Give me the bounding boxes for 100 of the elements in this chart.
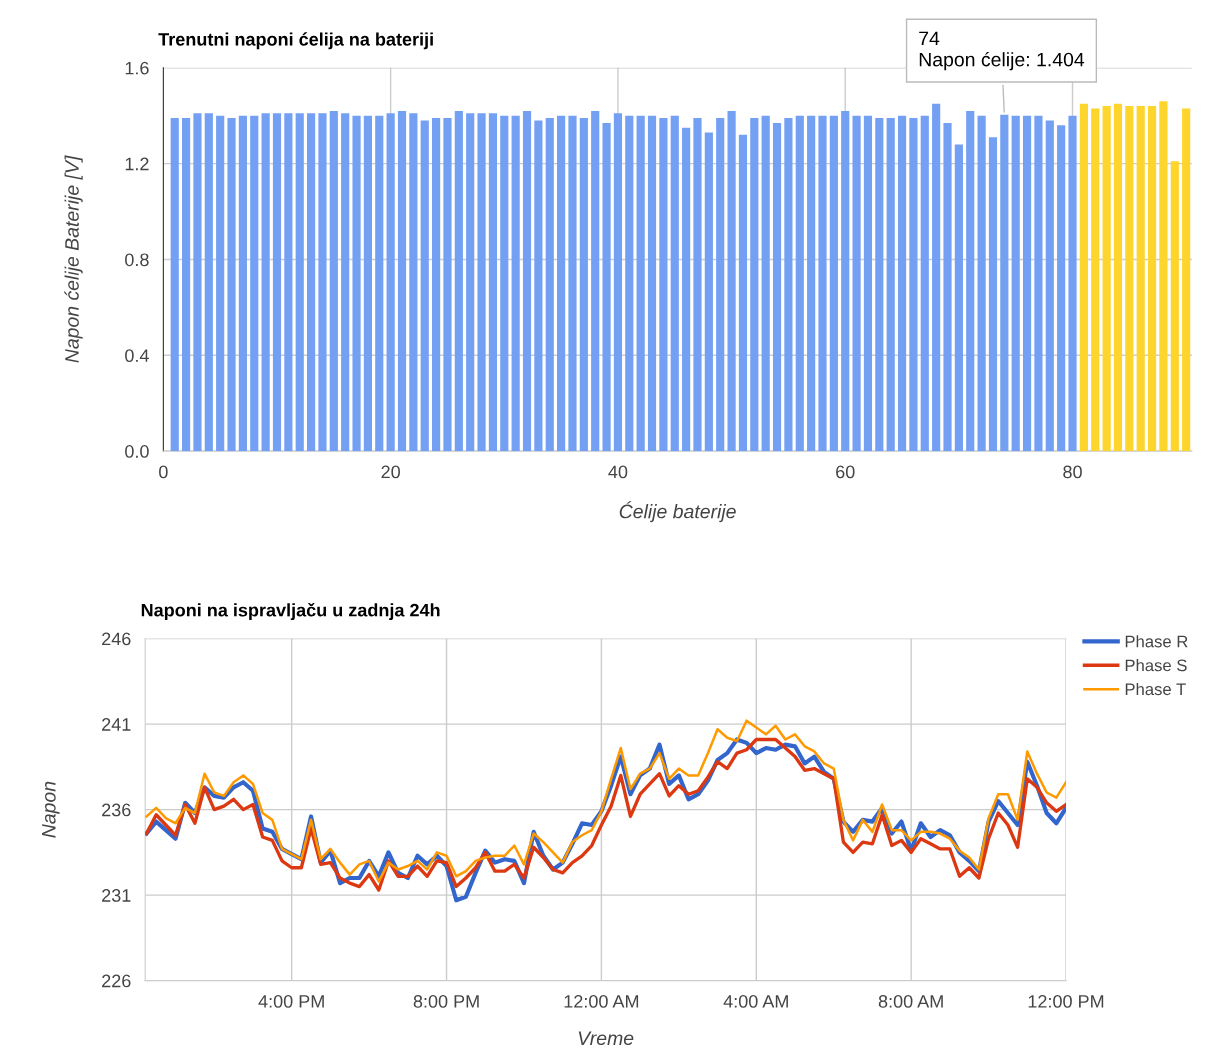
bar [454,110,463,452]
x-tick-label: 60 [836,465,855,479]
bar [761,115,770,452]
bar [704,132,713,452]
y-tick-label: 0.8 [125,253,149,267]
bar [829,115,838,452]
bar [397,110,407,452]
bar [557,115,566,452]
bar [1068,115,1077,452]
bar [977,115,986,452]
bar [1091,108,1100,452]
bar [1170,161,1179,452]
chart-title: Naponi na ispravljaču u zadnja 24h [141,602,440,621]
y-tick-label: 1.6 [125,61,149,75]
bar [795,115,804,452]
bar [1159,101,1168,452]
x-tick-label: 4:00 AM [723,995,788,1008]
bar [988,137,998,452]
bar [1079,103,1088,452]
x-axis-title: Vreme [578,1031,634,1046]
bar [534,120,543,452]
chart-title: Trenutni naponi ćelija na bateriji [158,32,433,50]
y-tick-label: 231 [102,889,131,902]
bar [784,118,793,452]
bar [1057,125,1066,452]
bar [602,122,611,452]
bar [932,103,941,452]
y-tick-label: 236 [102,803,131,817]
bar [1034,115,1043,452]
bar [738,134,748,452]
bar [954,144,963,452]
bar [1000,114,1009,452]
x-tick-label: 4:00 PM [258,995,324,1008]
legend-label: Phase S [1125,659,1187,672]
bar [636,115,645,452]
bar [386,113,395,452]
y-tick-label: 0.4 [125,349,149,363]
x-tick-label: 40 [608,465,628,479]
x-tick-label: 8:00 AM [878,995,943,1008]
bar [500,115,509,452]
bar [1147,106,1157,452]
bar [432,118,441,452]
bar [193,113,202,452]
x-tick-label: 12:00 PM [1028,995,1104,1008]
x-tick-label: 0 [159,465,168,479]
legend-label: Phase T [1125,682,1186,696]
bar [352,115,361,452]
bar [579,118,588,452]
bar [261,113,270,452]
bar [341,113,350,452]
bar [1011,115,1020,452]
bar [807,115,816,452]
bar [875,118,884,452]
bar [863,115,873,452]
bar [488,113,498,452]
y-tick-label: 241 [102,718,131,731]
bar [363,115,372,452]
y-tick-label: 1.2 [125,157,149,171]
bar [841,110,850,452]
line-series [145,719,1067,883]
y-tick-label: 0.0 [125,445,149,458]
bar [443,118,452,452]
bar [204,113,213,452]
bar [647,115,657,452]
bar [511,115,520,452]
bar [1125,106,1134,452]
bar [284,113,293,452]
bar [420,120,429,452]
bar [227,118,236,452]
bar [170,118,179,452]
bar [409,113,418,452]
bar [909,118,918,452]
bar [1022,115,1032,452]
bar [966,110,975,452]
bar [943,122,952,452]
bar [522,110,532,452]
bar [545,118,554,452]
bar [659,118,668,452]
bar [886,118,895,452]
bar [466,113,475,452]
bar [1182,108,1191,452]
y-tick-label: 246 [102,632,131,646]
bar [613,113,623,452]
x-tick-label: 12:00 AM [564,995,639,1008]
bar [1102,106,1111,452]
bar [477,113,486,452]
annotation: 74 Napon ćelije: 1.404 [919,31,1085,71]
bar [897,115,907,452]
bar [693,118,702,452]
bar [295,113,304,452]
bar [329,110,338,452]
bar [625,115,634,452]
bar [1045,120,1054,452]
bar [682,127,691,452]
bar [375,115,384,452]
bar [750,118,759,452]
bar [568,115,577,452]
x-tick-label: 20 [381,465,400,479]
bar [307,113,316,452]
x-axis-title: Ćelije baterije [619,501,736,523]
